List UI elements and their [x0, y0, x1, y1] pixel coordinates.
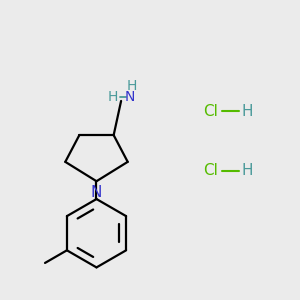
Text: H: H — [242, 163, 253, 178]
Text: N: N — [124, 90, 135, 104]
Text: N: N — [91, 185, 102, 200]
Text: Cl: Cl — [203, 104, 218, 119]
Text: H: H — [242, 104, 253, 119]
Text: H: H — [126, 79, 137, 92]
Text: H: H — [107, 90, 118, 104]
Text: Cl: Cl — [203, 163, 218, 178]
